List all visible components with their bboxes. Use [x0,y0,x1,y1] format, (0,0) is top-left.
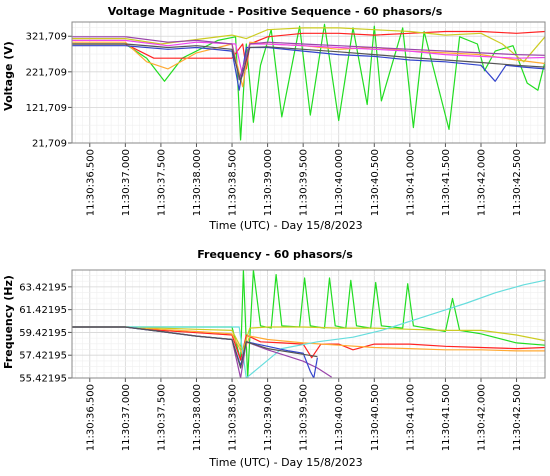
frequency-series-line-1 [72,270,545,378]
voltage-x-tick-label: 11:30:39.500 [299,149,310,216]
voltage-y-tick-label: 321,709 [26,32,67,43]
voltage-chart-title: Voltage Magnitude - Positive Sequence - … [108,5,443,18]
voltage-series-line-2 [72,30,545,70]
voltage-x-tick-label: 11:30:41.500 [441,149,452,216]
frequency-x-tick-label: 11:30:38.000 [192,384,203,451]
frequency-y-tick-label: 59.42195 [19,328,67,339]
voltage-series-line-7 [72,36,545,81]
frequency-series-line-2 [72,326,545,361]
frequency-series-line-3 [72,326,545,355]
voltage-series-group [72,23,545,141]
frequency-y-tick-label: 57.42195 [19,351,67,362]
frequency-x-tick-label: 11:30:39.000 [263,384,274,451]
frequency-series-line-5 [72,279,545,378]
voltage-x-tick-label: 11:30:42.500 [512,149,523,216]
voltage-y-tick-label: 221,709 [26,67,67,78]
voltage-x-tick-label: 11:30:36.500 [85,149,96,216]
frequency-x-tick-label: 11:30:42.000 [476,384,487,451]
frequency-series-group [72,270,545,378]
voltage-series-line-1 [72,23,545,141]
frequency-x-tick-label: 11:30:41.500 [441,384,452,451]
voltage-y-axis-label: Voltage (V) [2,41,15,111]
frequency-plot-border [71,269,546,379]
voltage-x-tick-label: 11:30:39.000 [263,149,274,216]
voltage-series-line-8 [72,43,545,82]
frequency-chart-title: Frequency - 60 phasors/s [197,248,353,261]
frequency-series-line-4 [72,326,545,352]
frequency-x-tick-label: 11:30:39.500 [299,384,310,451]
voltage-series-line-5 [72,45,545,91]
frequency-plot-area [71,269,546,379]
frequency-series-line-8 [72,326,318,369]
voltage-chart: 11:30:36.500 11:30:37.000 11:30:37.500 11:3… [26,21,546,216]
frequency-y-tick-label: 55.42195 [19,374,67,385]
voltage-y-tick-label: 21,709 [32,139,67,150]
frequency-x-tick-label: 11:30:40.000 [334,384,345,451]
frequency-x-tick-label: 11:30:38.500 [228,384,239,451]
voltage-x-tick-label: 11:30:42.000 [476,149,487,216]
voltage-x-axis-label: Time (UTC) - Day 15/8/2023 [208,219,362,232]
voltage-x-tick-label: 11:30:37.500 [156,149,167,216]
voltage-x-tick-label: 11:30:41.000 [405,149,416,216]
frequency-y-tick-label: 61.42195 [19,305,67,316]
voltage-series-line-6 [72,39,545,77]
voltage-x-tick-label: 11:30:40.500 [370,149,381,216]
frequency-x-tick-label: 11:30:36.500 [85,384,96,451]
frequency-x-tick-label: 11:30:37.500 [156,384,167,451]
frequency-x-tick-label: 11:30:41.000 [405,384,416,451]
voltage-y-tick-label: 121,709 [26,103,67,114]
frequency-x-tick-label: 11:30:40.500 [370,384,381,451]
frequency-x-tick-label: 11:30:42.500 [512,384,523,451]
frequency-y-tick-label: 63.42195 [19,282,67,293]
voltage-plot-border [71,21,546,144]
frequency-chart: 11:30:36.500 11:30:37.000 11:30:37.500 11:3… [19,269,546,451]
voltage-x-tick-label: 11:30:40.000 [334,149,345,216]
voltage-x-tick-label: 11:30:37.000 [121,149,132,216]
voltage-x-tick-label: 11:30:38.000 [192,149,203,216]
voltage-x-tick-label: 11:30:38.500 [228,149,239,216]
frequency-x-tick-label: 11:30:37.000 [121,384,132,451]
frequency-x-axis-label: Time (UTC) - Day 15/8/2023 [208,456,362,469]
frequency-y-axis-label: Frequency (Hz) [2,275,15,369]
